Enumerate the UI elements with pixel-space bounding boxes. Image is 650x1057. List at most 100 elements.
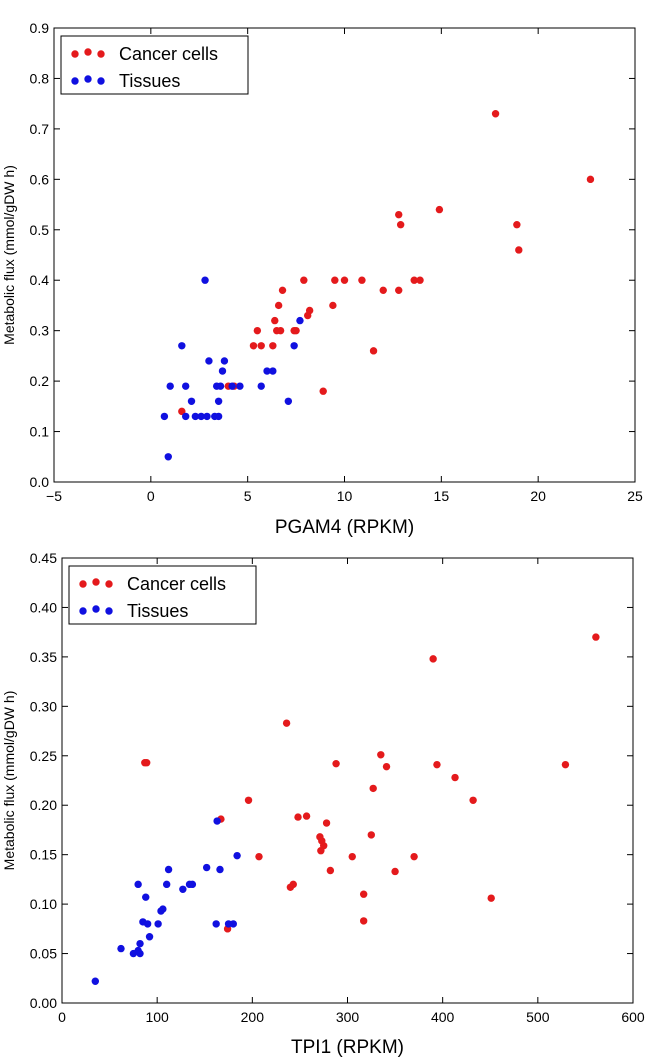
chart-1: −5 0 5 10 15 20 25 0.0 0.1 0.2 0.3 0.4 0.5 0.6 0.7 0.8 0… (1, 20, 643, 538)
data-point (292, 326, 300, 335)
data-point (329, 301, 337, 310)
data-point (322, 819, 331, 827)
data-point (294, 813, 302, 821)
legend-box (60, 35, 249, 95)
data-point (561, 760, 570, 769)
data-point (143, 920, 152, 928)
x-tick-label: 200 (241, 1009, 265, 1025)
legend-marker (79, 580, 87, 588)
data-point (332, 759, 340, 768)
x-axis-title: TPI1 (RPKM) (291, 1037, 404, 1057)
data-point (300, 276, 308, 284)
x-tick-label: 5 (244, 488, 252, 504)
data-point (435, 205, 444, 214)
data-point (164, 865, 173, 874)
legend-entry-tissues: Tissues (119, 71, 180, 91)
data-point (331, 276, 339, 284)
x-tick-label: 15 (434, 488, 450, 504)
data-point (416, 276, 424, 284)
legend-marker (97, 50, 105, 58)
data-point (359, 917, 368, 925)
legend-marker (71, 50, 79, 58)
data-point (451, 773, 459, 782)
y-tick-label: 0.3 (30, 323, 50, 339)
x-tick-label: 20 (530, 488, 546, 504)
legend: Cancer cells Tissues (60, 35, 249, 95)
data-point (142, 759, 151, 767)
data-point (257, 382, 265, 390)
data-point (154, 920, 162, 928)
data-point (249, 342, 258, 350)
series-tissues (160, 276, 304, 461)
data-point (205, 357, 213, 365)
data-point (218, 367, 227, 375)
data-point (164, 453, 172, 461)
data-point (410, 276, 418, 284)
y-tick-label: 0.0 (30, 474, 50, 490)
x-tick-label: 0 (147, 488, 155, 504)
data-point (340, 276, 349, 284)
data-point (429, 655, 437, 663)
data-point (290, 342, 298, 350)
legend-marker (92, 605, 100, 613)
x-axis-title: PGAM4 (RPKM) (275, 517, 414, 538)
data-point (162, 880, 171, 889)
data-point (302, 812, 311, 820)
data-point (179, 885, 187, 893)
data-point (117, 944, 125, 953)
data-point (181, 382, 190, 390)
data-point (214, 397, 223, 405)
y-axis-title: Metabolic flux (mmol/gDW h) (1, 691, 17, 871)
x-tick-label: 0 (58, 1009, 66, 1025)
data-point (159, 905, 167, 913)
data-point (203, 412, 211, 421)
data-point (304, 311, 312, 320)
legend-marker (84, 48, 92, 56)
data-point (136, 949, 144, 958)
series-cancer-cells (178, 110, 595, 416)
data-point (257, 342, 265, 350)
data-point (212, 920, 220, 928)
y-tick-label: 0.20 (30, 797, 57, 813)
x-tick-label: 600 (621, 1009, 645, 1025)
data-point (382, 762, 391, 771)
data-point (319, 387, 327, 395)
y-tick-label: 0.30 (30, 698, 57, 714)
data-point (282, 719, 291, 727)
legend: Cancer cells Tissues (68, 565, 257, 625)
data-point (369, 347, 378, 355)
y-tick-label: 0.9 (30, 20, 50, 36)
x-tick-label: 400 (431, 1009, 455, 1025)
data-point (229, 920, 237, 928)
data-point (220, 357, 229, 365)
x-tick-label: −5 (46, 488, 62, 504)
data-point (145, 933, 154, 941)
data-point (391, 867, 399, 876)
data-point (348, 852, 356, 861)
y-tick-label: 0.35 (30, 649, 57, 665)
data-point (433, 760, 441, 769)
legend-marker (71, 77, 79, 85)
data-point (379, 286, 387, 295)
data-point (286, 883, 295, 891)
data-point (166, 382, 174, 390)
y-tick-label: 0.10 (30, 896, 57, 912)
data-point (358, 276, 366, 284)
x-tick-label: 100 (145, 1009, 169, 1025)
y-tick-label: 0.8 (30, 70, 50, 86)
data-point (469, 796, 477, 804)
data-point (214, 412, 223, 421)
data-point (395, 210, 403, 219)
data-point (201, 276, 209, 284)
y-tick-label: 0.1 (30, 424, 50, 440)
y-tick-label: 0.4 (30, 272, 50, 288)
data-point (178, 342, 186, 350)
y-axis-title: Metabolic flux (mmol/gDW h) (1, 165, 17, 345)
data-point (284, 397, 293, 405)
data-point (269, 342, 277, 350)
data-point (228, 382, 236, 390)
chart-2: 0 100 200 300 400 500 600 0.00 0.05 0.10 0.15 0.20 0… (1, 550, 645, 1057)
legend-entry-tissues: Tissues (127, 601, 188, 621)
